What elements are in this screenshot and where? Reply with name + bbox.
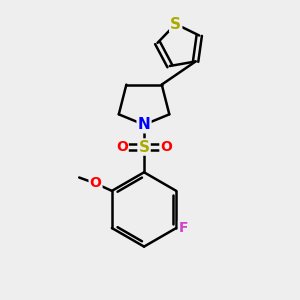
Text: O: O — [90, 176, 101, 190]
Text: O: O — [160, 140, 172, 154]
Text: O: O — [116, 140, 128, 154]
Text: F: F — [179, 221, 188, 235]
Text: N: N — [138, 117, 150, 132]
Text: S: S — [139, 140, 150, 154]
Text: S: S — [170, 16, 181, 32]
